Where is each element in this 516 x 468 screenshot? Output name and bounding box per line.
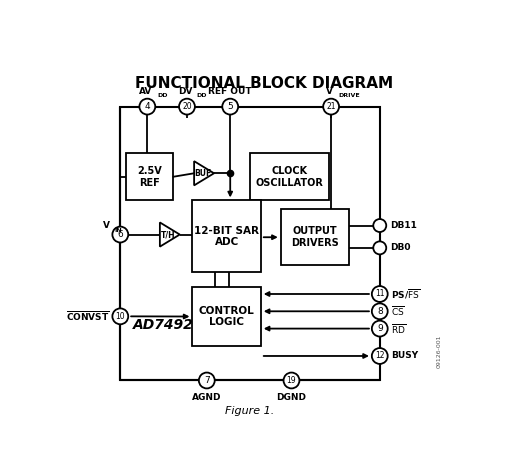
Bar — [192, 287, 261, 346]
Text: CLOCK
OSCILLATOR: CLOCK OSCILLATOR — [256, 166, 324, 188]
Circle shape — [323, 99, 339, 115]
Text: BUF: BUF — [194, 169, 212, 178]
Text: OUTPUT
DRIVERS: OUTPUT DRIVERS — [291, 227, 339, 248]
Text: $\overline{\mathbf{CONVST}}$: $\overline{\mathbf{CONVST}}$ — [66, 309, 109, 323]
Text: 09126-001: 09126-001 — [437, 335, 442, 368]
Bar — [120, 107, 380, 380]
Text: DRIVE: DRIVE — [338, 93, 360, 98]
Text: 10: 10 — [116, 312, 125, 321]
Text: REF OUT: REF OUT — [208, 87, 252, 96]
Text: 7: 7 — [204, 376, 209, 385]
Text: DB0: DB0 — [390, 243, 410, 252]
Circle shape — [112, 227, 128, 242]
Bar — [192, 200, 261, 272]
Text: 2.5V
REF: 2.5V REF — [137, 166, 162, 188]
Circle shape — [373, 241, 386, 255]
Text: 4: 4 — [144, 102, 150, 111]
Text: 5: 5 — [228, 102, 233, 111]
Text: BUSY: BUSY — [391, 351, 418, 360]
Text: 9: 9 — [377, 324, 383, 333]
Text: DB11: DB11 — [390, 221, 417, 230]
Text: 8: 8 — [377, 307, 383, 316]
Circle shape — [284, 373, 299, 388]
Text: PS/$\overline{\mathrm{FS}}$: PS/$\overline{\mathrm{FS}}$ — [391, 287, 421, 300]
Text: V: V — [103, 221, 109, 230]
Circle shape — [373, 219, 386, 232]
Text: DD: DD — [157, 93, 168, 98]
Text: 20: 20 — [182, 102, 192, 111]
Circle shape — [112, 308, 128, 324]
Text: DD: DD — [197, 93, 207, 98]
Bar — [281, 209, 349, 265]
Circle shape — [372, 303, 388, 319]
Circle shape — [372, 321, 388, 336]
Text: CONTROL
LOGIC: CONTROL LOGIC — [199, 306, 254, 327]
Text: AV: AV — [139, 87, 152, 96]
Polygon shape — [194, 161, 214, 185]
Polygon shape — [160, 222, 180, 247]
Text: IN: IN — [114, 228, 122, 233]
Circle shape — [179, 99, 195, 115]
Text: 12: 12 — [375, 351, 384, 360]
Text: V: V — [326, 87, 333, 96]
Circle shape — [372, 286, 388, 302]
Text: AD7492: AD7492 — [133, 318, 194, 332]
Text: DV: DV — [178, 87, 192, 96]
Circle shape — [222, 99, 238, 115]
Circle shape — [372, 348, 388, 364]
Bar — [250, 154, 329, 200]
Text: $\overline{\mathrm{RD}}$: $\overline{\mathrm{RD}}$ — [391, 322, 407, 336]
Circle shape — [139, 99, 155, 115]
Text: FUNCTIONAL BLOCK DIAGRAM: FUNCTIONAL BLOCK DIAGRAM — [135, 76, 394, 91]
Text: 12-BIT SAR
ADC: 12-BIT SAR ADC — [194, 226, 259, 247]
Text: AGND: AGND — [192, 393, 221, 402]
Text: 11: 11 — [375, 290, 384, 299]
Text: T/H: T/H — [161, 230, 176, 239]
Text: 21: 21 — [326, 102, 336, 111]
Bar — [126, 154, 172, 200]
Text: 6: 6 — [118, 230, 123, 239]
Text: Figure 1.: Figure 1. — [225, 406, 275, 417]
Text: $\overline{\mathrm{CS}}$: $\overline{\mathrm{CS}}$ — [391, 304, 405, 318]
Text: 19: 19 — [287, 376, 296, 385]
Circle shape — [199, 373, 215, 388]
Text: DGND: DGND — [277, 393, 307, 402]
